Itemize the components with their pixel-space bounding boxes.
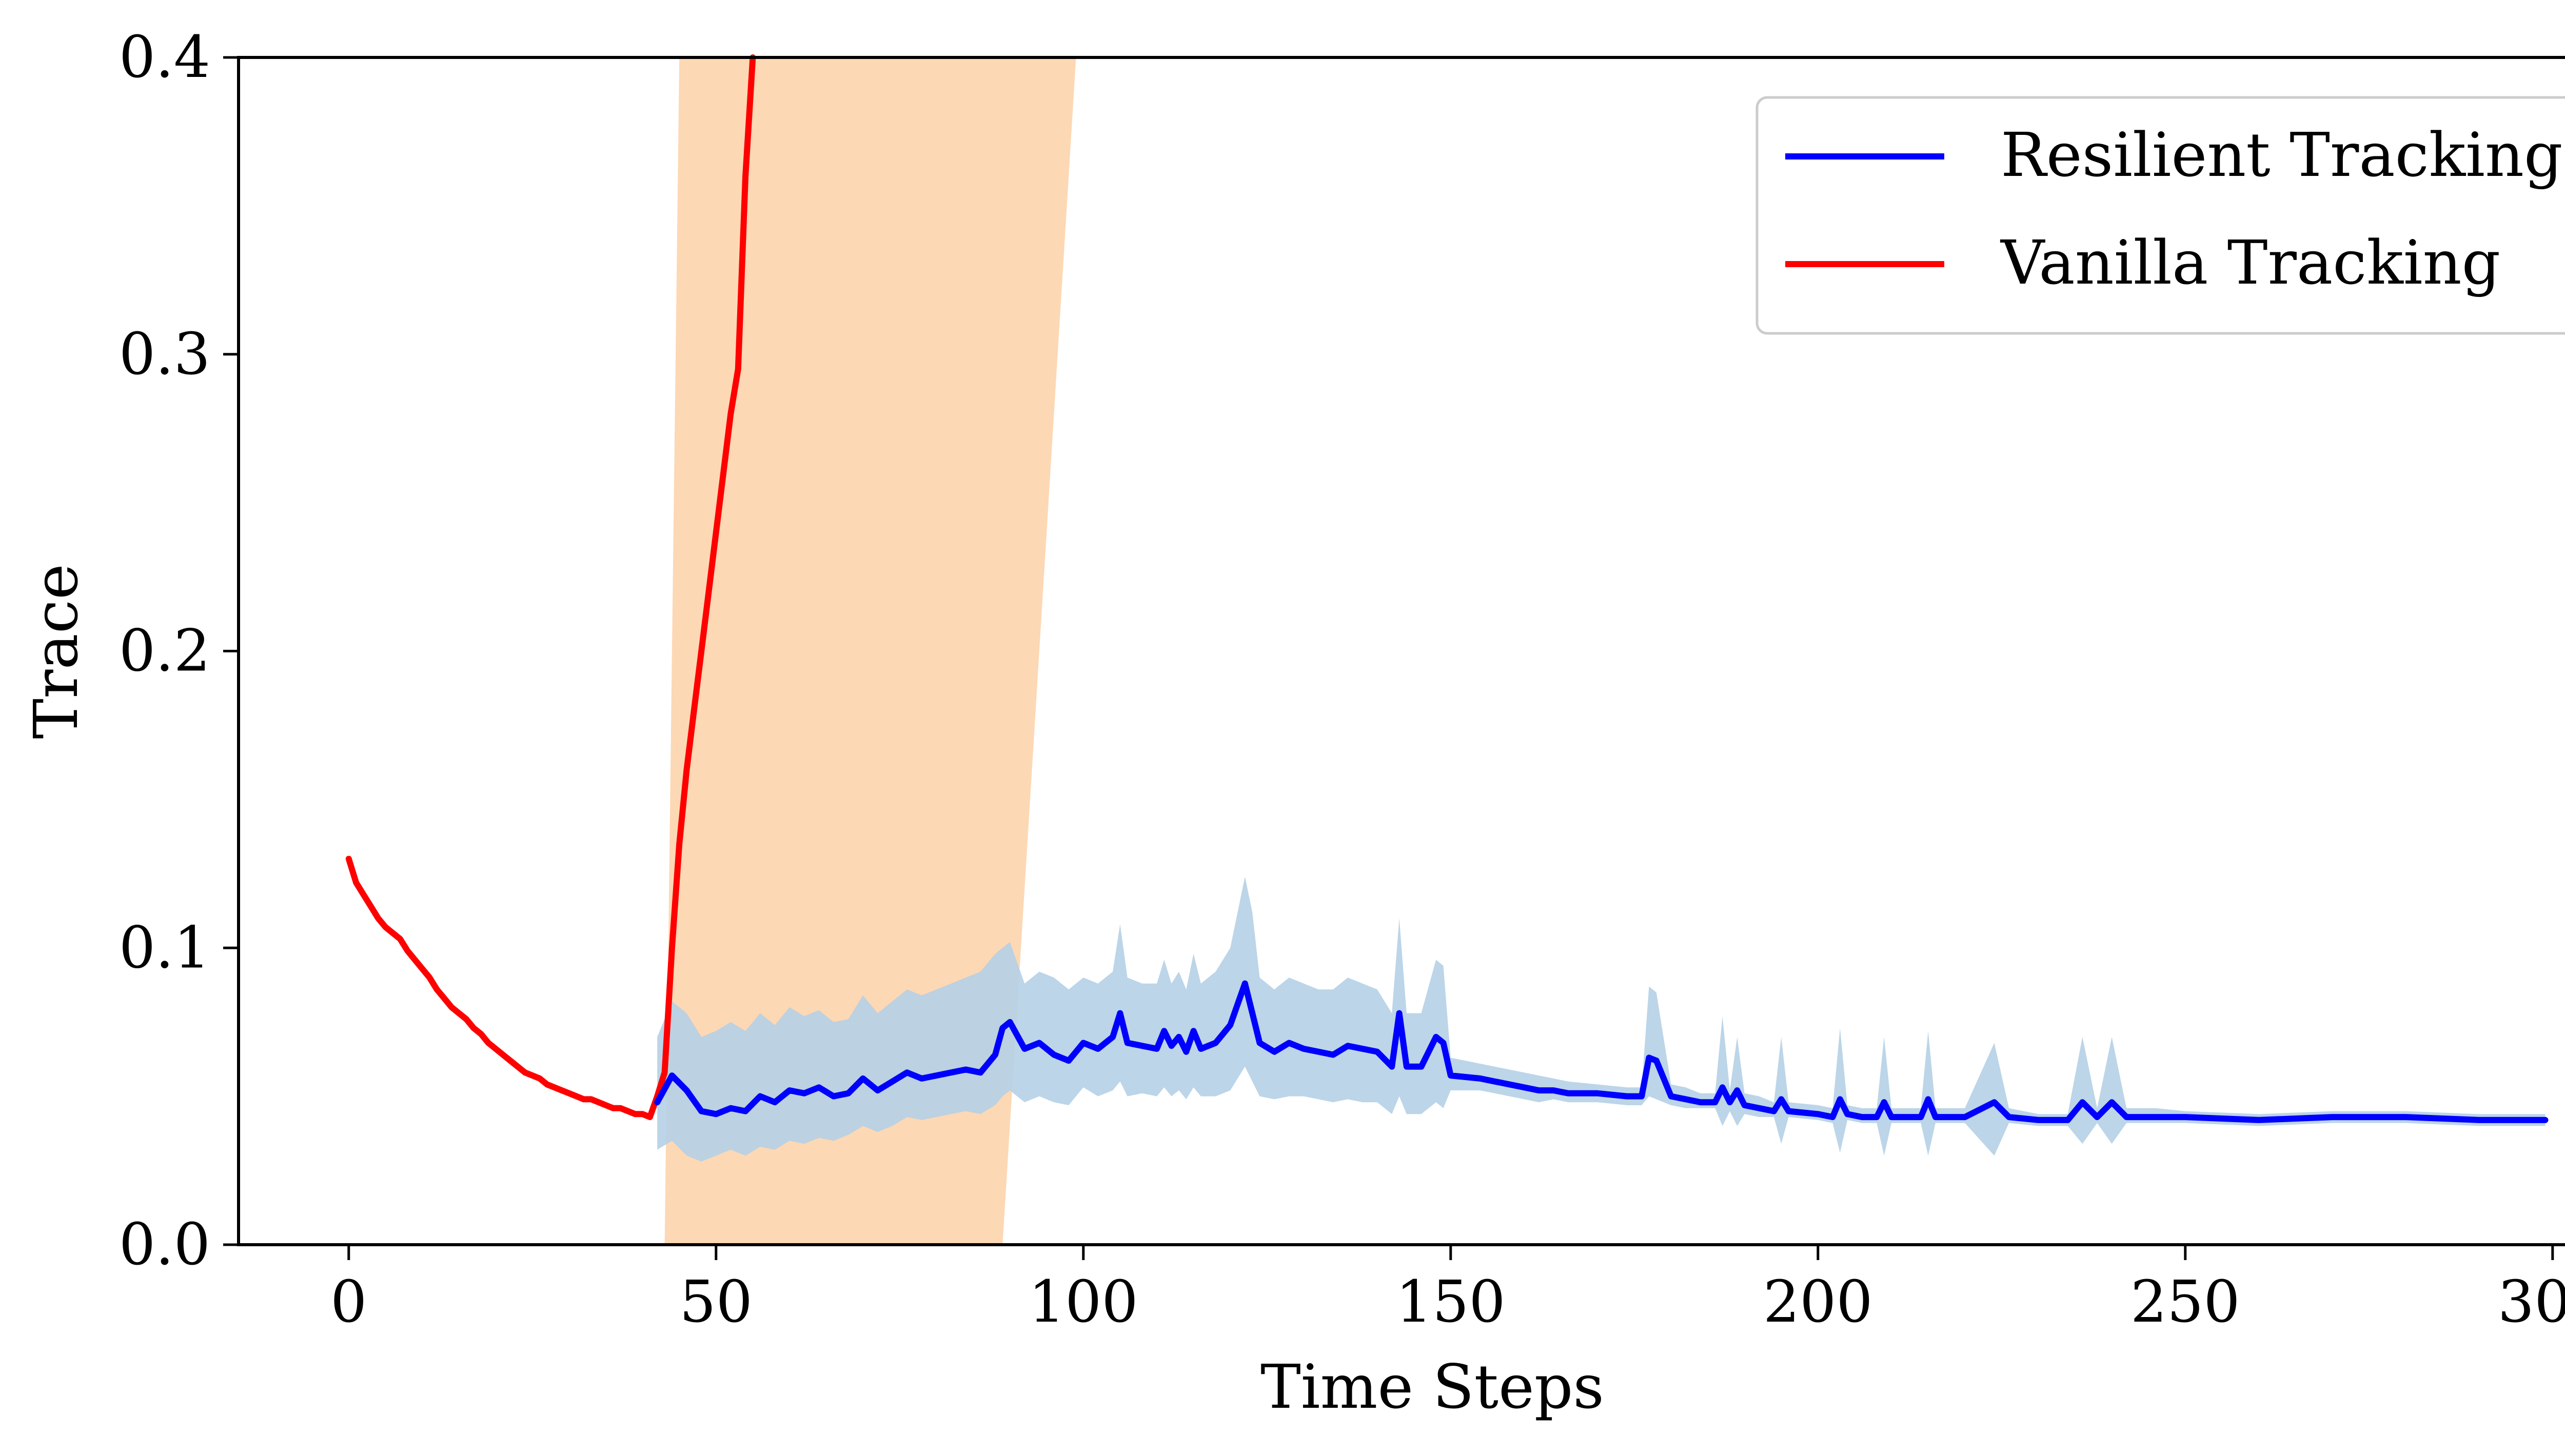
- resilient-tracking-line: [654, 980, 2549, 1123]
- y-tick-label: 0.3: [119, 321, 210, 388]
- x-tick-label: 100: [1029, 1269, 1138, 1335]
- y-tick-label: 0.1: [119, 914, 210, 981]
- y-axis-title: Trace: [21, 564, 91, 739]
- x-tick-label: 200: [1763, 1269, 1873, 1335]
- legend-label-resilient: Resilient Tracking: [2001, 119, 2563, 190]
- legend-box: [1755, 96, 2565, 335]
- x-axis-ticks: 0 50 100 150 200 250 300: [330, 1245, 2565, 1335]
- x-tick-label: 250: [2130, 1269, 2240, 1335]
- vanilla-band: [664, 57, 1076, 1245]
- x-tick-label: 0: [330, 1269, 367, 1335]
- resilient-band: [657, 876, 2546, 1162]
- legend: Resilient Tracking Vanilla Tracking: [1755, 96, 2565, 335]
- y-tick-label: 0.4: [119, 24, 210, 91]
- vanilla-tracking-line: [345, 54, 756, 1121]
- y-tick-label: 0.2: [119, 618, 210, 685]
- y-tick-label: 0.0: [119, 1211, 210, 1278]
- x-axis-title: Time Steps: [1260, 1351, 1604, 1422]
- legend-label-vanilla: Vanilla Tracking: [2000, 227, 2500, 298]
- series-lines: [345, 54, 2549, 1123]
- x-tick-label: 300: [2498, 1269, 2565, 1335]
- x-tick-label: 150: [1396, 1269, 1506, 1335]
- confidence-bands: [657, 57, 2546, 1245]
- x-tick-label: 50: [680, 1269, 753, 1335]
- y-axis-ticks: 0.0 0.1 0.2 0.3 0.4: [119, 24, 239, 1278]
